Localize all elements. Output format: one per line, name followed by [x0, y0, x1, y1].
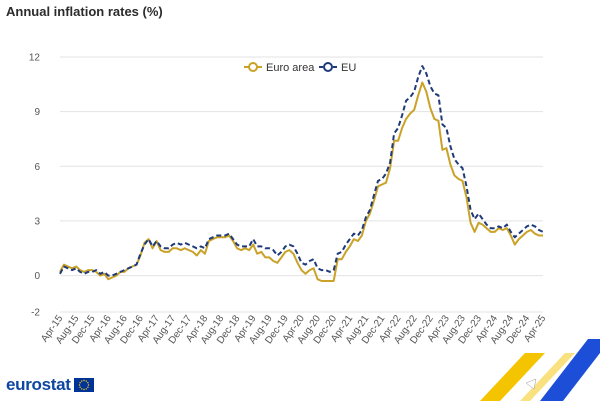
legend[interactable]: Euro area EU: [244, 62, 356, 74]
y-axis-ticks: -2 0 3 6 9 12: [29, 53, 41, 319]
eurostat-corner-graphic: [480, 339, 600, 401]
legend-label-euro-area: Euro area: [266, 62, 315, 74]
flag-star: [82, 379, 85, 382]
flag-star: [80, 388, 83, 390]
flag-star: [79, 382, 81, 384]
flag-star: [79, 386, 81, 388]
y-tick-label: 9: [34, 107, 40, 118]
series-line-euro-area: [59, 81, 543, 282]
legend-item-euro-area[interactable]: Euro area: [244, 62, 315, 74]
flag-star: [78, 384, 80, 386]
legend-label-eu: EU: [341, 62, 356, 74]
flag-star: [80, 380, 83, 382]
flag-star: [87, 384, 89, 386]
logo-text: eurostat: [6, 375, 71, 394]
y-tick-label: 3: [34, 216, 40, 227]
flag-star: [85, 388, 87, 390]
chart-title: Annual inflation rates (%): [6, 4, 163, 19]
y-tick-label: 12: [29, 53, 41, 64]
y-tick-label: -2: [31, 308, 40, 319]
eurostat-logo: eurostat: [6, 375, 94, 395]
eu-flag-icon: [73, 378, 94, 392]
y-tick-label: 6: [34, 162, 40, 173]
grid-layer: [60, 56, 543, 313]
legend-item-eu[interactable]: EU: [319, 62, 356, 74]
flag-star: [82, 388, 85, 391]
flag-star: [86, 386, 89, 388]
series-layer: [59, 65, 544, 282]
flag-star: [85, 380, 87, 382]
series-line-eu: [59, 65, 544, 277]
flag-star: [86, 382, 89, 384]
y-tick-label: 0: [34, 271, 40, 282]
